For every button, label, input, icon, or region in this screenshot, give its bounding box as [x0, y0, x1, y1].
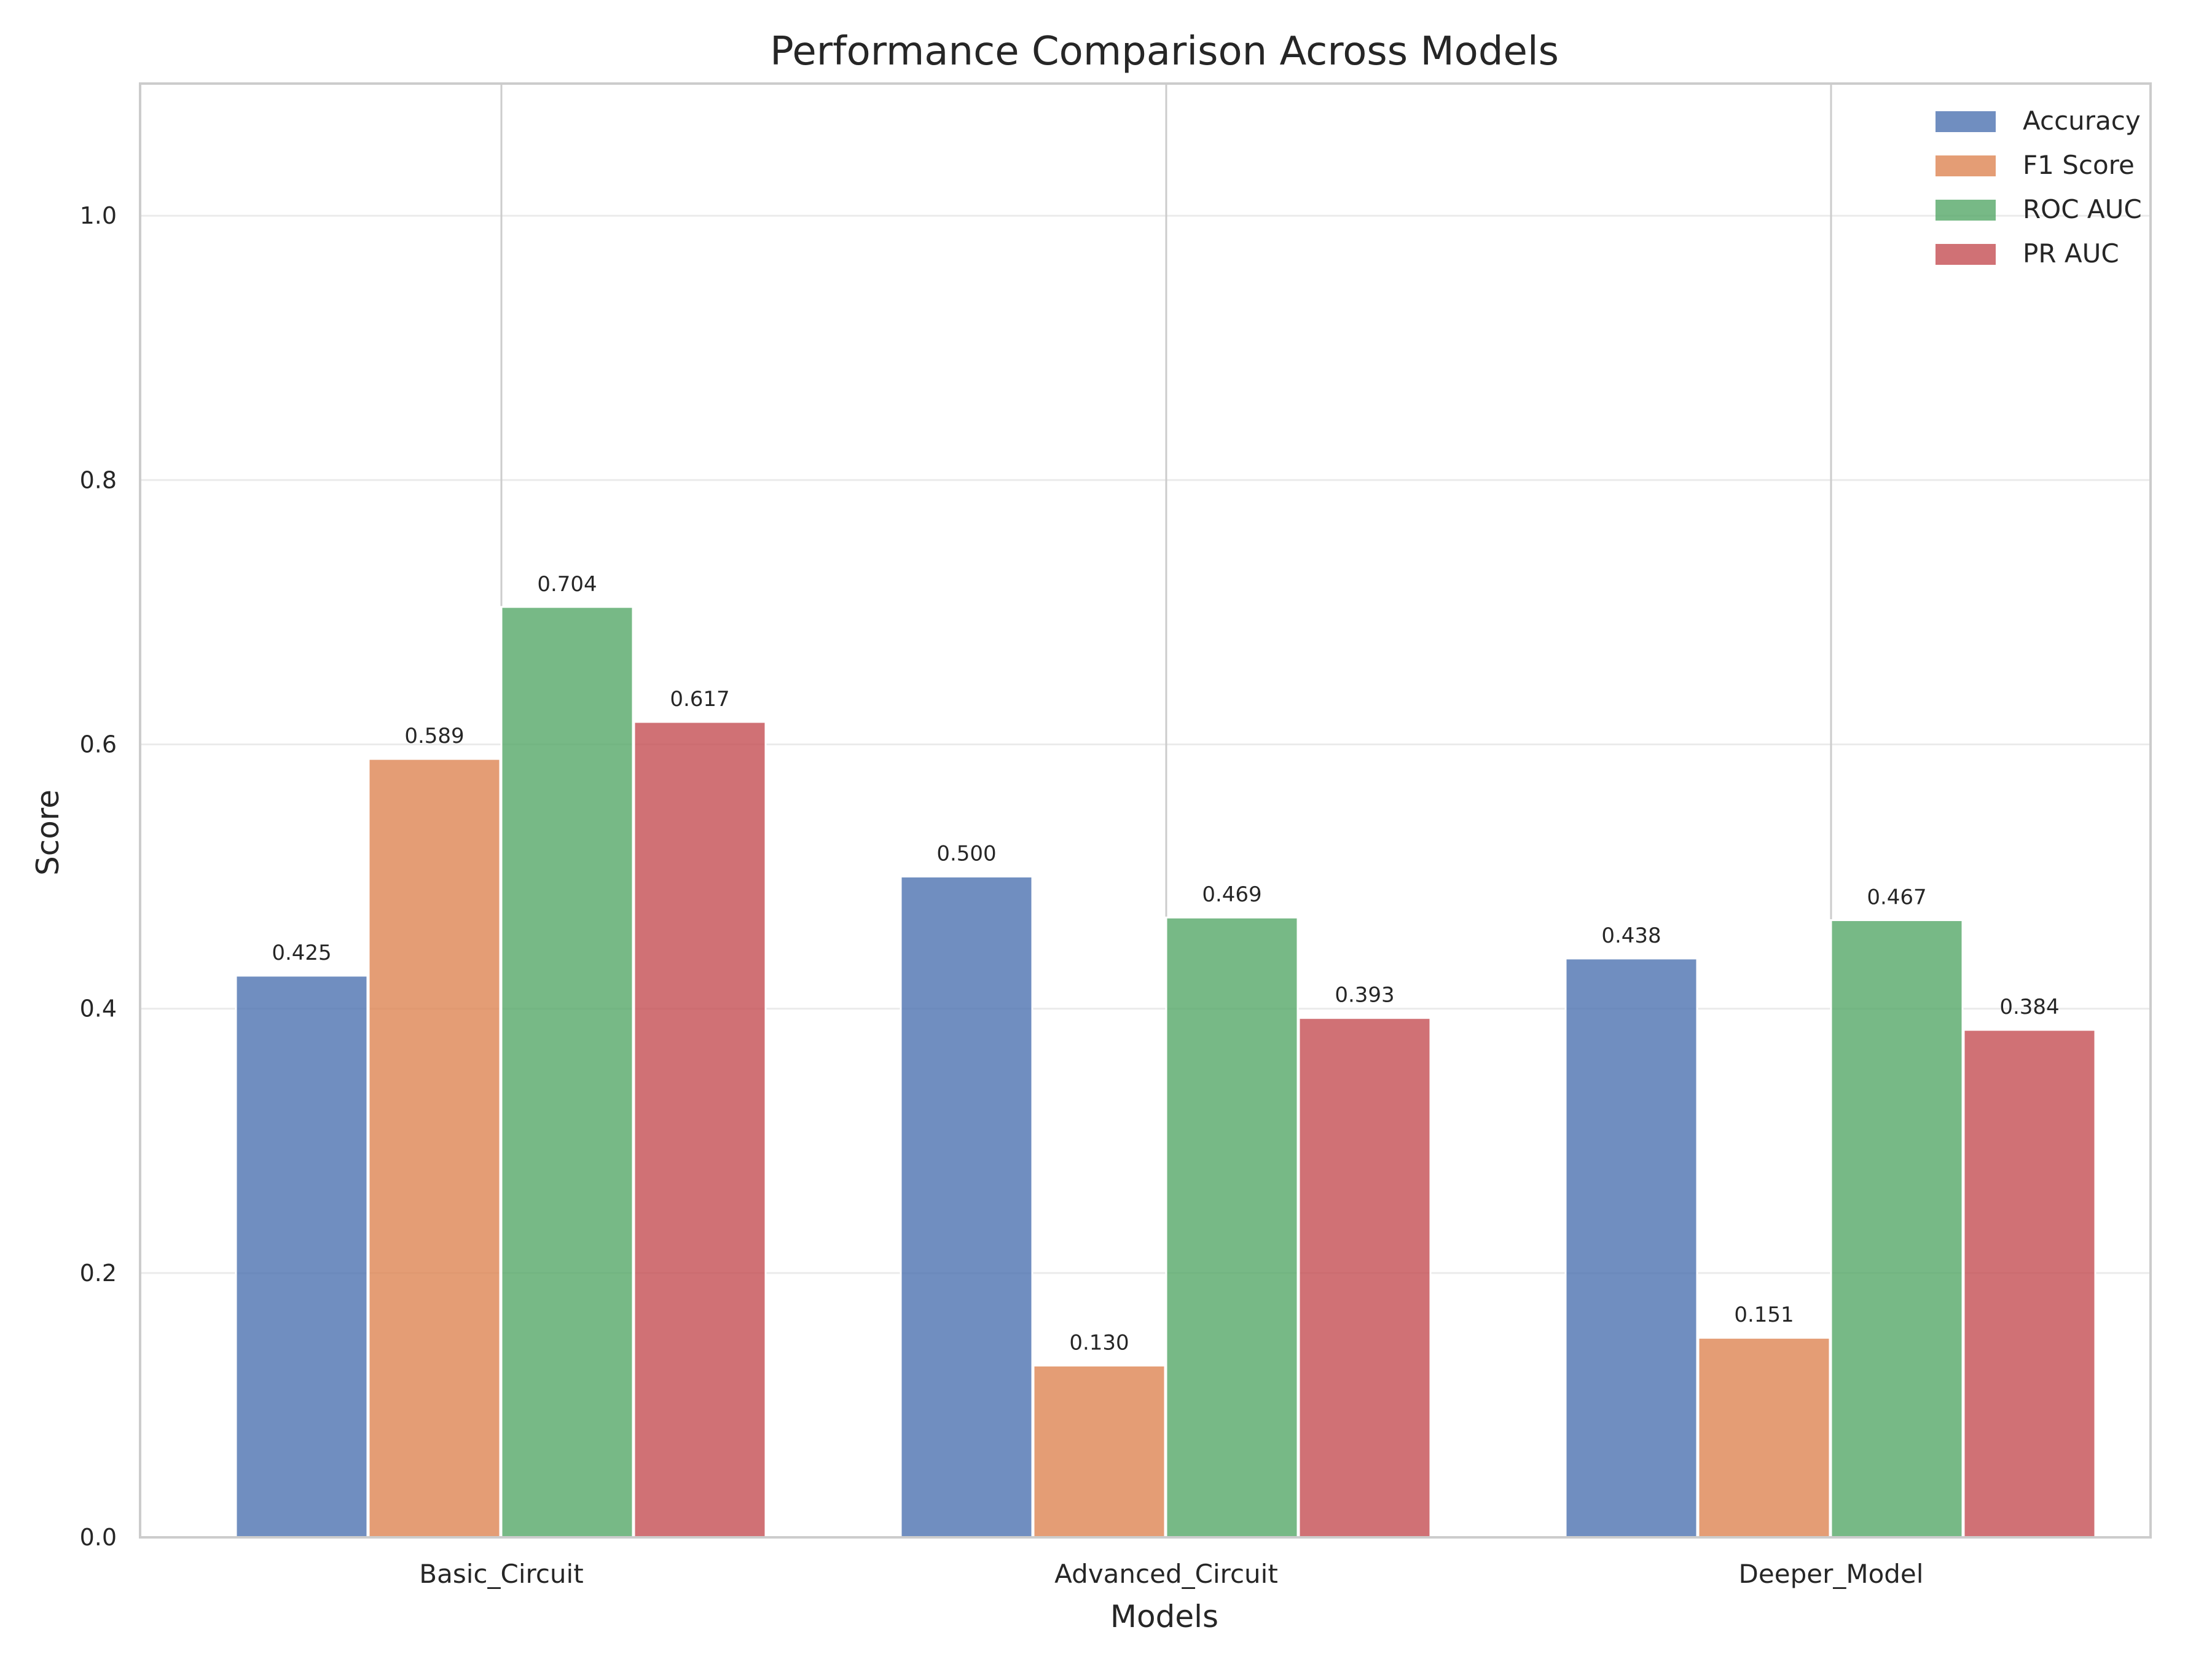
y-tick-label: 0.4	[80, 995, 117, 1022]
data-label: 0.151	[1734, 1303, 1794, 1327]
y-tick-labels: 0.0 0.2 0.4 0.6 0.8 1.0	[80, 202, 117, 1551]
bar	[900, 876, 1033, 1539]
bar	[235, 975, 369, 1539]
bar	[1298, 1017, 1432, 1539]
bar	[500, 606, 634, 1539]
legend: Accuracy F1 Score ROC AUC PR AUC	[1936, 106, 2142, 269]
data-label: 0.438	[1601, 924, 1661, 948]
legend-label: ROC AUC	[2023, 194, 2142, 224]
legend-swatch	[1936, 111, 1996, 132]
bars	[235, 606, 2096, 1539]
data-label: 0.393	[1335, 983, 1394, 1008]
data-label: 0.704	[537, 572, 597, 597]
bar	[1830, 919, 1964, 1539]
data-label: 0.617	[670, 687, 729, 712]
data-label: 0.425	[272, 941, 331, 965]
legend-swatch	[1936, 200, 1996, 221]
legend-swatch	[1936, 155, 1996, 176]
data-label: 0.589	[404, 724, 464, 748]
data-label: 0.384	[1999, 995, 2059, 1019]
data-label: 0.467	[1867, 885, 1926, 910]
bar	[633, 721, 767, 1539]
y-tick-label: 0.6	[80, 731, 117, 758]
bar	[1564, 957, 1698, 1539]
x-tick-label: Deeper_Model	[1739, 1559, 1924, 1589]
chart-title: Performance Comparison Across Models	[770, 29, 1559, 74]
plot-frame	[139, 82, 2152, 1539]
x-tick-label: Basic_Circuit	[419, 1559, 583, 1589]
data-label: 0.469	[1202, 882, 1261, 907]
legend-label: Accuracy	[2023, 106, 2141, 136]
x-axis-label: Models	[1110, 1599, 1218, 1634]
bar	[1697, 1336, 1831, 1539]
data-label: 0.130	[1069, 1330, 1129, 1355]
data-labels: 0.425 0.500 0.438 0.589 0.130 0.151 0.704 0.469…	[272, 572, 2059, 1355]
bar	[1032, 1364, 1166, 1539]
y-axis-label: Score	[30, 790, 66, 876]
y-tick-label: 1.0	[80, 202, 117, 229]
y-tick-label: 0.0	[80, 1524, 117, 1551]
y-tick-label: 0.8	[80, 466, 117, 493]
legend-label: PR AUC	[2023, 238, 2119, 269]
bar	[367, 758, 501, 1539]
x-tick-labels: Basic_Circuit Advanced_Circuit Deeper_Mode…	[419, 1559, 1923, 1589]
legend-label: F1 Score	[2023, 150, 2135, 180]
bar	[1963, 1029, 2096, 1539]
x-tick-label: Advanced_Circuit	[1054, 1559, 1278, 1589]
bar	[1165, 916, 1299, 1539]
legend-swatch	[1936, 244, 1996, 265]
y-tick-label: 0.2	[80, 1260, 117, 1287]
data-label: 0.500	[936, 842, 996, 866]
